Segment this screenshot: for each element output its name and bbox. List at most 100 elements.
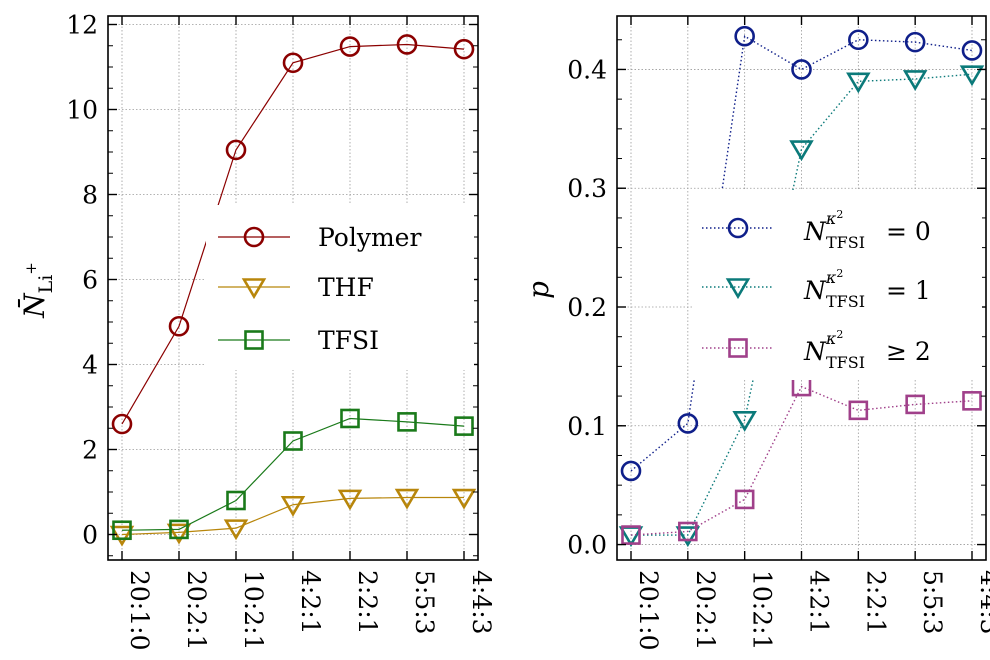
data-point: [226, 490, 246, 511]
data-point: [339, 36, 361, 57]
data-point: [848, 29, 869, 51]
x-tick-label: 5:5:3: [918, 570, 947, 635]
x-tick-label: 2:2:1: [861, 570, 890, 635]
legend-marker: [727, 217, 749, 239]
x-tick-label: 5:5:3: [410, 570, 439, 635]
y-tick-label: 8: [82, 181, 98, 210]
y-tick-label: 0.4: [567, 55, 607, 84]
x-axis: 20:1:0 20:2:1 10:2:1 4:2:1 2:2:1 5:5:3 4:4:3: [630, 16, 990, 650]
data-point: [961, 40, 983, 61]
data-point: [454, 416, 474, 436]
series-line: [630, 35, 973, 472]
data-point: [620, 460, 642, 482]
data-point: [396, 34, 418, 55]
data-point: [109, 525, 135, 547]
legend-label: Nκ2 TFSI = 1: [803, 267, 931, 311]
x-tick-label: 2:2:1: [353, 570, 382, 635]
y-tick-label: 0.2: [567, 293, 607, 322]
x-tick-label: 20:2:1: [182, 570, 211, 650]
data-point: [453, 38, 475, 60]
series-2: [109, 488, 477, 547]
y-tick-label: 6: [82, 266, 98, 295]
data-point: [618, 526, 644, 548]
x-tick-label: 10:2:1: [748, 570, 777, 650]
data-point: [962, 391, 982, 411]
y-tick-label: 12: [66, 11, 98, 40]
legend-label: TFSI: [318, 326, 379, 355]
data-point: [397, 412, 417, 432]
legend: Polymer THF TFSI: [206, 205, 474, 370]
series-3: [112, 408, 474, 541]
series-line: [121, 43, 465, 425]
x-tick-label: 20:2:1: [691, 570, 720, 650]
series-line: [121, 496, 464, 536]
y-tick-label: 4: [82, 351, 98, 380]
data-point: [734, 489, 755, 510]
x-tick-label: 4:2:1: [805, 570, 834, 635]
legend-marker: [244, 330, 264, 350]
y-axis: 0 2 4 6 8 10 12: [66, 11, 478, 557]
data-point: [789, 140, 814, 162]
data-point: [112, 520, 132, 541]
legend-marker: [243, 226, 265, 248]
y-axis-label: p: [522, 281, 555, 299]
y-tick-label: 0.0: [567, 531, 607, 560]
x-tick-label: 4:4:3: [467, 570, 496, 635]
legend-marker: [725, 278, 751, 300]
y-tick-label: 0.1: [567, 412, 607, 441]
series-1: [111, 34, 475, 435]
legend-background: [692, 190, 982, 380]
legend-label: Polymer: [318, 223, 421, 252]
data-point: [169, 519, 189, 540]
data-point: [340, 408, 360, 429]
data-point: [111, 413, 133, 435]
data-point: [678, 521, 698, 542]
y-tick-label: 10: [66, 96, 98, 125]
legend-label: Nκ2 TFSI = 0: [803, 208, 931, 252]
legend-marker: [241, 278, 267, 300]
data-point: [848, 400, 869, 421]
data-point: [734, 25, 755, 47]
data-point: [337, 489, 363, 511]
data-point: [283, 431, 303, 451]
data-point: [282, 52, 304, 74]
series-3: [621, 376, 982, 545]
data-point: [675, 526, 701, 548]
x-tick-label: 10:2:1: [239, 570, 268, 650]
data-point: [677, 413, 699, 434]
x-tick-label: 4:2:1: [296, 570, 325, 635]
data-point: [280, 495, 306, 517]
legend: Nκ2 TFSI = 0 Nκ2 TFSI = 1 Nκ2 TFSI ≥ 2: [692, 190, 982, 380]
series-line: [631, 73, 973, 536]
data-point: [902, 70, 928, 92]
y-tick-label: 0.3: [567, 174, 607, 203]
y-tick-label: 2: [82, 436, 98, 465]
data-point: [223, 519, 249, 541]
data-point: [791, 59, 812, 80]
data-point: [166, 523, 192, 545]
series-line: [630, 385, 973, 536]
legend-marker: [728, 338, 748, 358]
data-point: [168, 315, 190, 337]
y-tick-label: 0: [82, 521, 98, 550]
x-tick-label: 20:1:0: [634, 570, 663, 650]
panel-1: 0 2 4 6 8 10 12 20:1:0 20:2:1 10:2:1 4:2:1 2:2:1 5:5…: [17, 11, 496, 651]
data-point: [904, 31, 926, 53]
data-point: [394, 488, 420, 510]
data-point: [225, 139, 247, 161]
y-axis-label: N̄Li+: [17, 262, 57, 319]
legend-label: Nκ2 TFSI ≥ 2: [803, 328, 931, 372]
series-1: [620, 25, 983, 482]
data-point: [905, 394, 925, 415]
x-axis: 20:1:0 20:2:1 10:2:1 4:2:1 2:2:1 5:5:3 4:4:3: [121, 16, 496, 650]
panel-2: 0.0 0.1 0.2 0.3 0.4 20:1:0 20:2:1 10:2:1 4:2:1 2:…: [522, 15, 990, 650]
data-point: [732, 411, 757, 432]
series-2: [618, 65, 985, 548]
series-line: [121, 417, 465, 531]
legend-label: THF: [318, 273, 374, 302]
data-point: [621, 525, 641, 545]
x-tick-label: 4:4:3: [975, 570, 990, 635]
data-point: [451, 488, 477, 510]
data-point: [846, 72, 871, 94]
x-tick-label: 20:1:0: [125, 570, 154, 650]
